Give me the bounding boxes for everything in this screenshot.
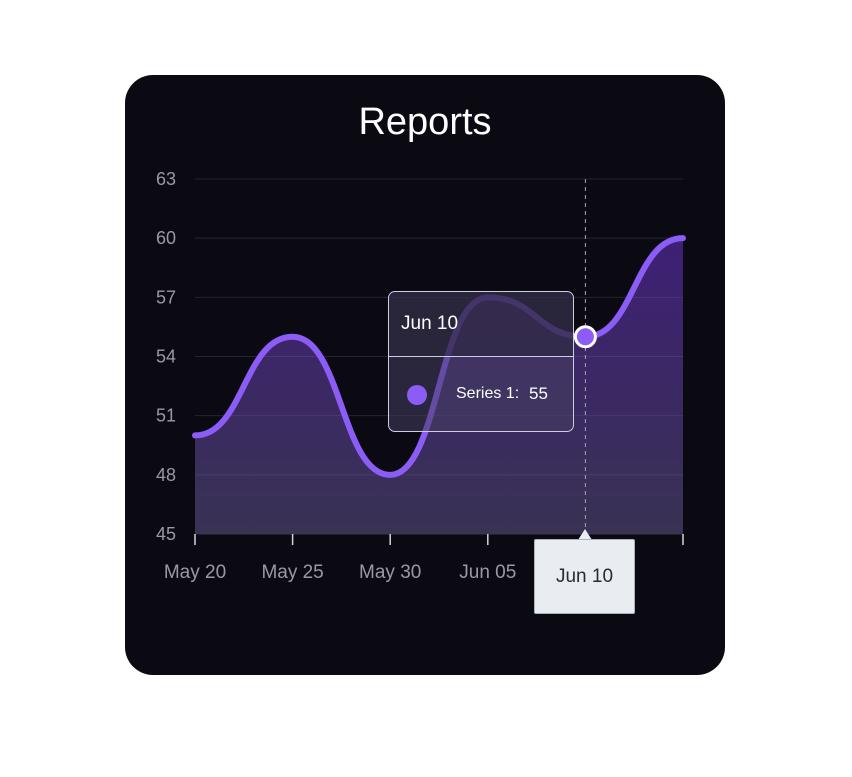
y-tick-label: 63 xyxy=(156,169,176,189)
y-tick-label: 45 xyxy=(156,524,176,544)
chart-tooltip: Jun 10 Series 1: 55 xyxy=(388,291,574,432)
series-area xyxy=(195,238,683,534)
y-tick-label: 51 xyxy=(156,406,176,426)
tooltip-date: Jun 10 xyxy=(389,292,573,357)
y-tick-label: 60 xyxy=(156,228,176,248)
tooltip-series-name: Series 1: xyxy=(456,385,520,402)
x-tick-label: May 20 xyxy=(164,562,226,583)
y-tick-label: 57 xyxy=(156,287,176,307)
y-axis: 63 60 57 54 51 48 45 xyxy=(156,169,176,544)
x-tick-label: May 30 xyxy=(359,562,421,583)
chart-card: Reports 63 60 57 54 51 48 45 May 20 May 25 May 3… xyxy=(125,75,725,675)
xaxis-tooltip: Jun 10 xyxy=(534,539,635,614)
y-tick-label: 48 xyxy=(156,465,176,485)
xaxis-tooltip-arrow-icon xyxy=(578,529,592,540)
x-tick-label: Jun 05 xyxy=(459,562,516,583)
x-axis: May 20 May 25 May 30 Jun 05 xyxy=(164,534,684,583)
hover-point xyxy=(573,325,597,349)
x-tick-label: May 25 xyxy=(261,562,323,583)
tooltip-value: 55 xyxy=(529,384,548,403)
series-marker-icon xyxy=(407,385,427,405)
chart-title: Reports xyxy=(358,101,492,143)
area-chart[interactable]: 63 60 57 54 51 48 45 May 20 May 25 May 30 Jun 05 xyxy=(125,75,725,675)
data-points xyxy=(573,325,597,349)
y-tick-label: 54 xyxy=(156,347,176,367)
tooltip-body: Series 1: 55 xyxy=(389,357,573,431)
